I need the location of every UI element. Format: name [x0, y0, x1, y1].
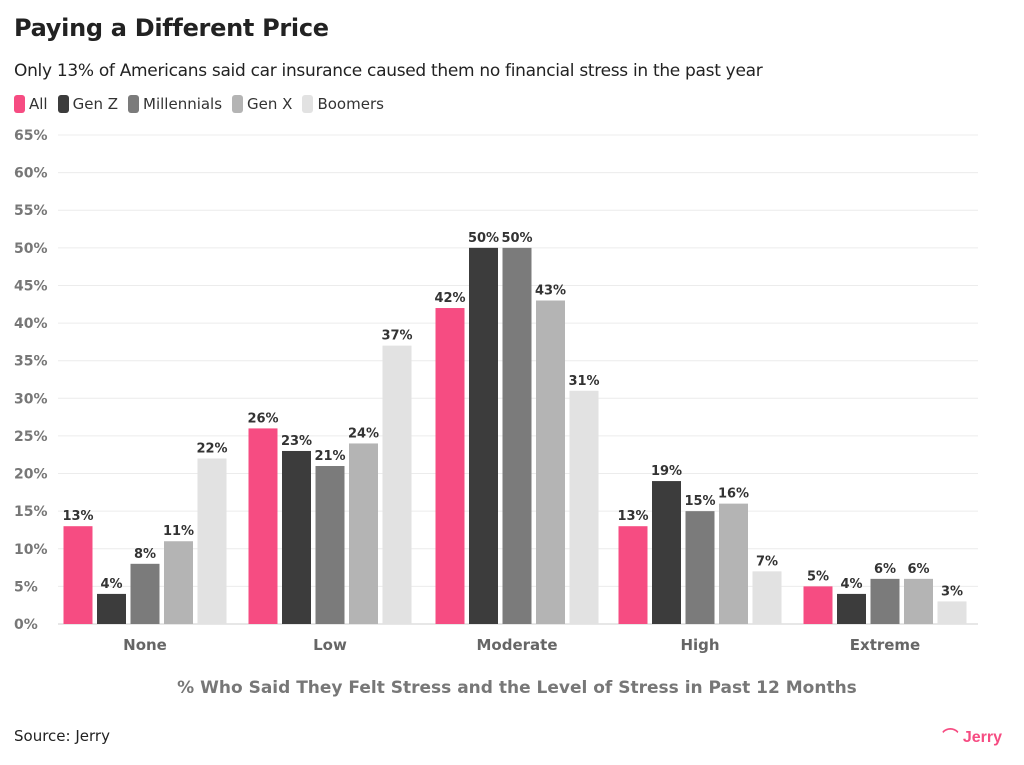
data-label: 7%	[756, 554, 778, 569]
bar-boomers	[937, 601, 967, 624]
legend-item: Millennials	[128, 95, 222, 113]
bar-gen-z	[97, 593, 126, 624]
y-tick-label: 0%	[14, 617, 38, 633]
legend-swatch	[128, 95, 140, 113]
data-label: 43%	[535, 284, 566, 299]
data-label: 22%	[196, 441, 227, 456]
data-label: 5%	[807, 569, 829, 584]
y-tick-label: 45%	[14, 278, 48, 294]
source-note: Source: Jerry	[14, 727, 110, 745]
chart-subtitle: Only 13% of Americans said car insurance…	[14, 61, 763, 81]
legend-label: Gen Z	[72, 95, 119, 113]
data-label: 42%	[434, 291, 465, 306]
bar-gen-x	[536, 300, 565, 624]
data-label: 3%	[941, 584, 963, 599]
x-category-label: Moderate	[476, 636, 557, 654]
data-label: 24%	[348, 426, 379, 441]
jerry-logo-text: Jerry	[962, 729, 1002, 746]
data-label: 23%	[281, 434, 312, 449]
y-tick-label: 15%	[14, 504, 48, 520]
data-label: 6%	[874, 562, 896, 577]
jerry-logo-icon: ⌒	[942, 729, 963, 746]
chart-title: Paying a Different Price	[14, 14, 329, 42]
jerry-logo: ⌒ Jerry	[942, 723, 1002, 747]
y-tick-label: 20%	[14, 467, 48, 483]
bar-gen-z	[837, 593, 866, 624]
bar-all	[618, 526, 648, 624]
x-axis-title: % Who Said They Felt Stress and the Leve…	[177, 678, 857, 698]
bar-millennials	[870, 578, 900, 624]
legend-item: Gen Z	[57, 95, 119, 113]
legend-item: Boomers	[302, 95, 384, 113]
y-tick-label: 10%	[14, 542, 48, 558]
y-tick-label: 40%	[14, 316, 48, 332]
bar-millennials	[130, 563, 160, 624]
bar-gen-z	[652, 481, 681, 624]
y-tick-label: 35%	[14, 354, 48, 370]
data-label: 19%	[651, 464, 682, 479]
legend-label: Boomers	[317, 95, 384, 113]
bar-millennials	[685, 511, 715, 624]
bar-boomers	[752, 571, 782, 624]
x-category-label: High	[680, 636, 719, 654]
data-label: 11%	[163, 524, 194, 539]
bar-gen-x	[719, 503, 748, 624]
bar-millennials	[502, 247, 532, 624]
data-label: 21%	[314, 449, 345, 464]
data-label: 26%	[247, 411, 278, 426]
legend-swatch	[14, 95, 25, 113]
legend-label: All	[29, 95, 48, 113]
bar-boomers	[569, 390, 599, 624]
data-label: 50%	[501, 231, 532, 246]
legend: All Gen Z Millennials Gen X Boomers	[14, 95, 384, 113]
data-label: 13%	[62, 509, 93, 524]
x-category-label: Low	[313, 636, 347, 654]
bar-boomers	[197, 458, 227, 624]
bar-gen-x	[349, 443, 378, 624]
x-category-label: Extreme	[850, 636, 920, 654]
legend-swatch	[232, 95, 244, 113]
legend-swatch	[302, 95, 314, 113]
legend-label: Millennials	[143, 95, 223, 113]
data-label: 13%	[617, 509, 648, 524]
data-label: 31%	[568, 374, 599, 389]
data-label: 6%	[907, 562, 929, 577]
y-tick-label: 5%	[14, 579, 38, 595]
legend-item: All	[14, 95, 48, 113]
data-label: 37%	[381, 329, 412, 344]
legend-swatch	[57, 95, 69, 113]
y-tick-label: 65%	[14, 128, 48, 144]
data-label: 4%	[100, 577, 122, 592]
bar-all	[803, 586, 833, 624]
bar-gen-x	[904, 578, 933, 624]
data-label: 15%	[684, 494, 715, 509]
y-tick-label: 25%	[14, 429, 48, 445]
data-label: 16%	[718, 487, 749, 502]
legend-item: Gen X	[232, 95, 292, 113]
bar-all	[63, 526, 93, 624]
data-label: 4%	[840, 577, 862, 592]
bar-gen-z	[469, 247, 498, 624]
y-tick-label: 30%	[14, 391, 48, 407]
bar-boomers	[382, 345, 412, 624]
x-category-label: None	[123, 636, 167, 654]
bar-all	[248, 428, 278, 624]
bar-all	[435, 308, 465, 624]
y-tick-label: 60%	[14, 166, 48, 182]
bar-millennials	[315, 466, 345, 624]
legend-label: Gen X	[247, 95, 293, 113]
data-label: 8%	[134, 547, 156, 562]
y-tick-label: 50%	[14, 241, 48, 257]
bar-gen-z	[282, 450, 311, 624]
data-label: 50%	[468, 231, 499, 246]
y-tick-label: 55%	[14, 203, 48, 219]
bar-gen-x	[164, 541, 193, 624]
